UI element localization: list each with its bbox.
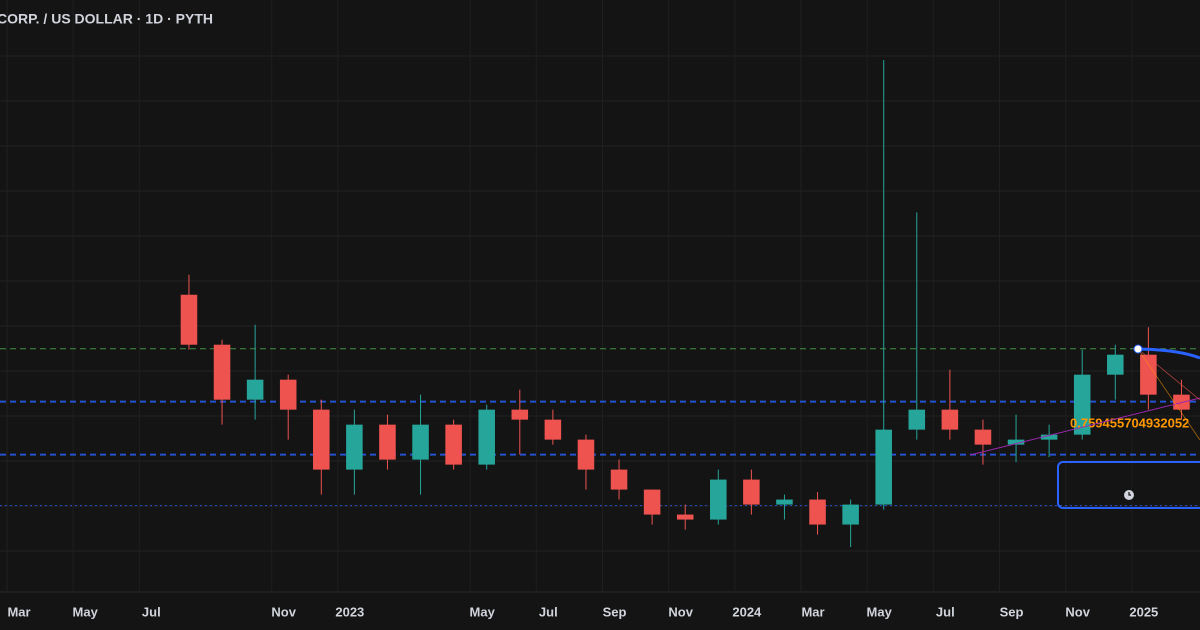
curve-drawing [1139,347,1200,360]
price-annotation: 0.759455704932052 [1070,415,1189,430]
candle-body [908,409,926,430]
candle-body [577,439,595,470]
candle-body [511,409,529,420]
candle-body [1007,439,1025,445]
x-tick-label: Nov [668,604,693,619]
trend-line [969,397,1200,456]
x-tick-label: May [73,604,99,619]
candle-body [842,504,859,525]
anchor-point[interactable] [1133,344,1143,354]
candle-body [941,409,959,430]
x-tick-label: Mar [7,604,30,619]
candle-body [743,479,760,505]
x-tick-label: 2024 [732,604,762,619]
candle-body [1040,434,1058,440]
candle-body [313,409,330,470]
candle-body [1107,354,1124,375]
x-tick-label: Nov [271,604,296,619]
candle-body [710,479,727,520]
x-tick-label: Nov [1065,604,1090,619]
candle-body [180,294,198,345]
x-tick-label: 2023 [335,604,364,619]
x-tick-label: Jul [142,604,161,619]
candle-body [610,469,628,490]
x-tick-label: Sep [603,604,627,619]
x-tick-label: Mar [801,604,824,619]
candle-body [412,424,429,460]
candle-body [544,419,562,440]
candle-body [1140,354,1157,395]
x-tick-label: May [867,604,893,619]
x-tick-label: Jul [936,604,955,619]
candle-body [246,379,264,400]
candle-body [643,489,661,515]
drawing-box[interactable] [1057,461,1200,509]
trend-line [1137,348,1200,401]
trend-line [1137,348,1200,441]
candle-body [676,514,694,520]
candle-body [279,379,297,410]
candle-body [379,424,396,460]
chart-title: CORP. / US DOLLAR · 1D · PYTH [0,11,213,27]
x-tick-label: May [470,604,496,619]
clock-icon [1124,490,1134,500]
candle-body [213,344,231,400]
candle-body [346,424,363,470]
x-tick-label: Sep [1000,604,1024,619]
candle-body [445,424,462,465]
candle-body [974,429,992,445]
candle-body [1073,374,1091,435]
candle-body [809,499,826,525]
x-tick-label: Jul [539,604,558,619]
candle-body [875,429,892,505]
candle-body [478,409,495,465]
x-tick-label: 2025 [1129,604,1158,619]
candle-body [776,499,793,505]
